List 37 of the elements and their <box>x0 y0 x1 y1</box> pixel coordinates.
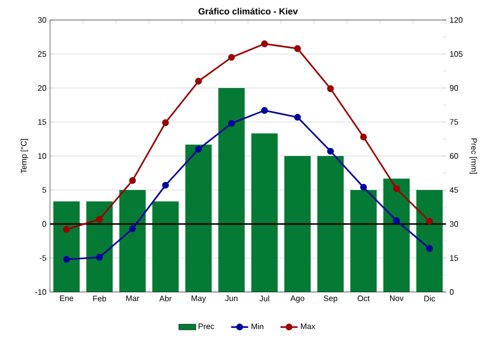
point <box>360 184 367 191</box>
point <box>228 54 235 61</box>
point <box>393 217 400 224</box>
point <box>63 256 70 263</box>
point <box>96 254 103 261</box>
bar <box>383 178 410 292</box>
point <box>393 185 400 192</box>
bar <box>86 201 113 292</box>
chart-title: Gráfico climático - Kiev <box>198 8 298 14</box>
point <box>360 134 367 140</box>
point <box>228 120 235 127</box>
point <box>195 146 202 153</box>
point <box>162 182 169 189</box>
point <box>162 119 169 126</box>
bar <box>185 144 212 292</box>
point <box>96 216 103 223</box>
point <box>129 177 136 184</box>
point <box>261 40 268 48</box>
point <box>294 45 301 52</box>
point <box>426 245 433 252</box>
bar <box>251 133 278 292</box>
bar <box>350 190 377 292</box>
point <box>294 114 301 121</box>
point <box>426 218 433 225</box>
bar <box>119 190 146 292</box>
bar <box>284 156 311 292</box>
bar <box>218 88 245 292</box>
bar <box>416 190 443 292</box>
bar <box>152 201 179 292</box>
point <box>327 148 334 155</box>
bar <box>317 156 344 292</box>
point <box>129 225 136 232</box>
point <box>261 107 268 114</box>
point <box>195 78 202 85</box>
point <box>63 226 70 233</box>
point <box>327 85 334 92</box>
bar <box>53 201 80 292</box>
